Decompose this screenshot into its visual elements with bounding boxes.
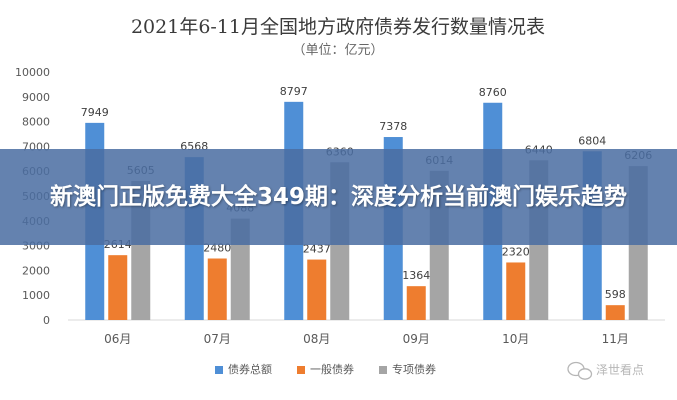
y-tick-label: 0 <box>43 314 50 327</box>
legend-swatch <box>215 366 223 374</box>
legend-swatch <box>379 366 387 374</box>
x-tick-label: 08月 <box>303 332 330 346</box>
y-tick-label: 1000 <box>22 289 50 302</box>
headline-text: 新澳门正版免费大全349期：深度分析当前澳门娱乐趋势 <box>49 183 627 210</box>
data-label: 7949 <box>81 106 109 119</box>
bar <box>406 286 426 320</box>
chart-subtitle: （单位：亿元） <box>292 43 383 58</box>
y-tick-label: 10000 <box>15 66 50 79</box>
watermark-text: 泽世看点 <box>596 363 644 377</box>
bar <box>506 262 526 320</box>
x-tick-label: 11月 <box>602 332 629 346</box>
data-label: 598 <box>605 288 626 301</box>
data-label: 1364 <box>402 269 430 282</box>
y-tick-label: 8000 <box>22 116 50 129</box>
bar <box>108 255 128 320</box>
y-tick-label: 9000 <box>22 91 50 104</box>
legend-label: 债券总额 <box>228 362 272 376</box>
data-label: 6804 <box>578 134 606 147</box>
x-tick-label: 10月 <box>502 332 529 346</box>
chart-title: 2021年6-11月全国地方政府债券发行数量情况表 <box>131 16 545 38</box>
x-tick-label: 09月 <box>403 332 430 346</box>
bar <box>207 258 227 320</box>
x-tick-label: 07月 <box>204 332 231 346</box>
data-label: 8760 <box>479 86 507 99</box>
y-tick-label: 2000 <box>22 264 50 277</box>
legend-label: 专项债券 <box>392 362 436 376</box>
data-label: 2320 <box>502 245 530 258</box>
bar <box>605 305 625 320</box>
legend-swatch <box>297 366 305 374</box>
x-tick-label: 06月 <box>104 332 131 346</box>
data-label: 7378 <box>379 120 407 133</box>
legend-label: 一般债券 <box>310 362 354 376</box>
data-label: 8797 <box>280 85 308 98</box>
headline-banner: 新澳门正版免费大全349期：深度分析当前澳门娱乐趋势 <box>0 149 677 245</box>
wechat-icon <box>567 361 593 380</box>
bar <box>307 259 327 320</box>
data-label: 2437 <box>303 243 331 256</box>
